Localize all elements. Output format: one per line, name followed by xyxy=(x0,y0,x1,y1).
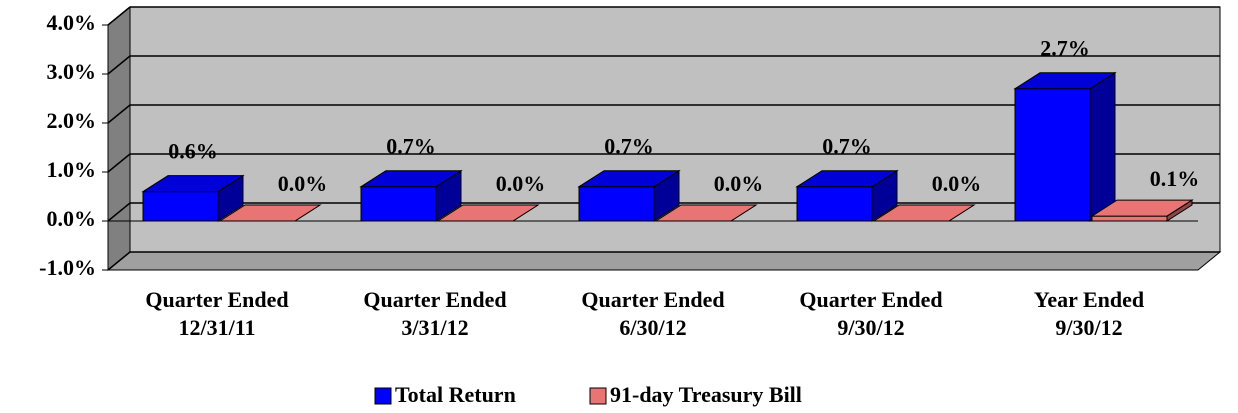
x-tick-label: 3/31/12 xyxy=(401,315,468,340)
y-tick-label: -1.0% xyxy=(39,255,96,280)
x-tick-label: 12/31/11 xyxy=(178,315,255,340)
bar-front xyxy=(578,186,655,222)
x-tick-label: Quarter Ended xyxy=(799,287,942,312)
y-tick-label: 3.0% xyxy=(47,59,97,84)
bar-top xyxy=(577,170,681,188)
bar-front xyxy=(1014,88,1091,222)
bar-top xyxy=(436,204,540,222)
x-tick-label: Year Ended xyxy=(1034,287,1144,312)
legend-label: Total Return xyxy=(395,382,516,407)
y-tick-label: 1.0% xyxy=(47,157,97,182)
grid-line xyxy=(107,251,131,271)
bar-top xyxy=(141,175,245,193)
legend-label: 91-day Treasury Bill xyxy=(610,382,802,407)
x-tick-label: Quarter Ended xyxy=(363,287,506,312)
y-tick-label: 2.0% xyxy=(47,108,97,133)
value-label: 0.7% xyxy=(604,134,654,159)
bar-top xyxy=(218,204,322,222)
value-label: 0.0% xyxy=(278,171,328,196)
value-label: 0.0% xyxy=(714,171,764,196)
value-label: 0.0% xyxy=(496,171,546,196)
bar-top xyxy=(359,170,463,188)
legend-swatch xyxy=(589,387,607,405)
bar-top xyxy=(1013,72,1117,90)
side-wall xyxy=(107,5,131,272)
bar-top xyxy=(872,204,976,222)
value-label: 0.7% xyxy=(386,134,436,159)
bar-front xyxy=(360,186,437,222)
x-tick-label: Quarter Ended xyxy=(145,287,288,312)
value-label: 0.1% xyxy=(1150,166,1200,191)
floor xyxy=(106,251,1222,271)
grid-line xyxy=(107,55,131,75)
y-tick-label: 0.0% xyxy=(47,206,97,231)
grid-line xyxy=(107,6,131,26)
grid-line xyxy=(107,153,131,173)
bar-top xyxy=(795,170,899,188)
x-tick-label: 9/30/12 xyxy=(837,315,904,340)
x-tick-label: 9/30/12 xyxy=(1055,315,1122,340)
bar-front xyxy=(796,186,873,222)
bar-top xyxy=(1090,199,1194,217)
value-label: 0.0% xyxy=(932,171,982,196)
x-tick-label: Quarter Ended xyxy=(581,287,724,312)
y-tick-label: 4.0% xyxy=(47,10,97,35)
grid-line xyxy=(107,104,131,124)
value-label: 0.6% xyxy=(168,139,218,164)
value-label: 2.7% xyxy=(1040,36,1090,61)
x-tick-label: 6/30/12 xyxy=(619,315,686,340)
bar-front xyxy=(1091,215,1168,222)
bar-side xyxy=(1089,71,1116,222)
bar-top xyxy=(654,204,758,222)
bar-front xyxy=(142,191,219,222)
value-label: 0.7% xyxy=(822,134,872,159)
legend-swatch xyxy=(374,387,392,405)
grid-line xyxy=(107,202,131,222)
